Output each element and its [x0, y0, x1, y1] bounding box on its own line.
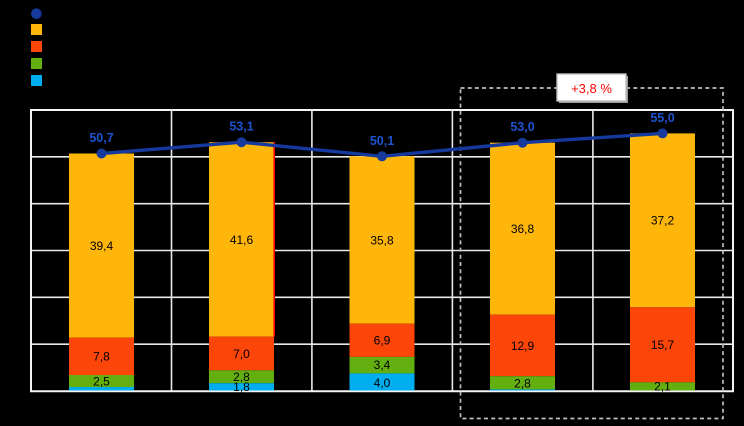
svg-text:53,0: 53,0: [510, 120, 534, 134]
svg-text:12,9: 12,9: [511, 339, 535, 353]
svg-text:55,0: 55,0: [650, 111, 674, 125]
svg-text:41,6: 41,6: [230, 233, 254, 247]
svg-text:37,2: 37,2: [651, 214, 675, 228]
svg-text:6,9: 6,9: [374, 334, 391, 348]
svg-text:1,8: 1,8: [233, 380, 250, 394]
svg-text:36,8: 36,8: [511, 222, 535, 236]
svg-text:2,8: 2,8: [233, 370, 250, 384]
svg-text:+3,8 %: +3,8 %: [571, 81, 612, 96]
svg-text:50,7: 50,7: [89, 131, 113, 145]
svg-text:2,1: 2,1: [654, 380, 671, 394]
svg-text:7,0: 7,0: [233, 347, 250, 361]
svg-text:3,4: 3,4: [374, 358, 391, 372]
svg-text:15,7: 15,7: [651, 338, 675, 352]
svg-text:2,5: 2,5: [93, 374, 110, 388]
svg-text:35,8: 35,8: [370, 233, 394, 247]
svg-text:4,0: 4,0: [374, 376, 391, 390]
svg-text:50,1: 50,1: [370, 134, 394, 148]
svg-text:39,4: 39,4: [90, 239, 114, 253]
svg-text:2,8: 2,8: [514, 377, 531, 391]
svg-text:7,8: 7,8: [93, 350, 110, 364]
svg-text:53,1: 53,1: [229, 120, 253, 134]
